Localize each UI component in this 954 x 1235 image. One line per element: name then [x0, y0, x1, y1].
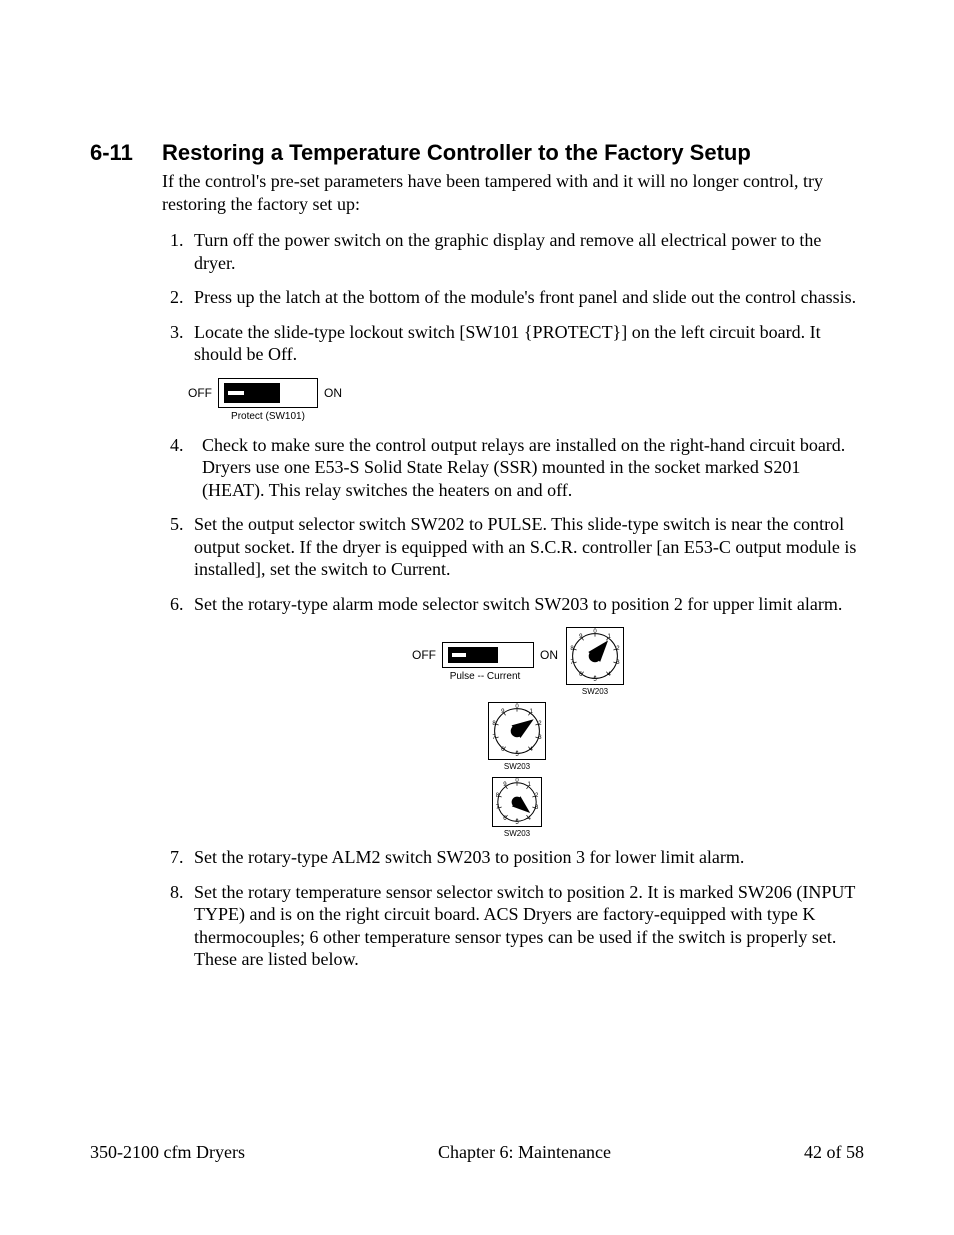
rotary-caption: SW203: [504, 762, 530, 771]
steps-list: Turn off the power switch on the graphic…: [162, 229, 864, 366]
pulse-row: OFF ON Pulse -- Current 0123456789 SW203: [410, 627, 624, 696]
section-heading: 6-11 Restoring a Temperature Controller …: [90, 140, 864, 166]
rotary-caption: SW203: [582, 687, 608, 696]
protect-caption: Protect (SW101): [188, 411, 348, 422]
off-label: OFF: [412, 648, 436, 662]
step-item: Press up the latch at the bottom of the …: [188, 286, 864, 309]
protect-switch-diagram: OFF ON Protect (SW101): [188, 378, 864, 422]
pulse-caption: Pulse -- Current: [410, 671, 560, 682]
slide-switch-row: OFF ON: [412, 642, 558, 668]
step-item: Set the rotary-type alarm mode selector …: [188, 593, 864, 616]
rotary-svg-icon: [493, 778, 541, 826]
page-footer: 350-2100 cfm Dryers Chapter 6: Maintenan…: [90, 1142, 864, 1163]
step-item: Check to make sure the control output re…: [188, 434, 864, 502]
rotary-svg-icon: [567, 628, 623, 684]
rotary-caption: SW203: [504, 829, 530, 838]
footer-left: 350-2100 cfm Dryers: [90, 1142, 245, 1163]
section-number: 6-11: [90, 140, 162, 166]
rotary-svg-icon: [489, 703, 545, 759]
rotary-dial-icon: 0123456789: [488, 702, 546, 760]
step-item: Turn off the power switch on the graphic…: [188, 229, 864, 274]
rotary-dial-group: 0123456789 SW203: [492, 777, 542, 838]
rotary-dial-icon: 0123456789: [492, 777, 542, 827]
on-label: ON: [324, 386, 342, 400]
switch-box-icon: [218, 378, 318, 408]
intro-paragraph: If the control's pre-set parameters have…: [162, 170, 864, 215]
rotary-dial-icon: 0123456789: [566, 627, 624, 685]
rotary-dial-group: 0123456789 SW203: [566, 627, 624, 696]
footer-right: 42 of 58: [804, 1142, 864, 1163]
slide-switch-row: OFF ON: [188, 378, 864, 408]
on-label: ON: [540, 648, 558, 662]
step-item: Locate the slide-type lockout switch [SW…: [188, 321, 864, 366]
section-title: Restoring a Temperature Controller to th…: [162, 140, 751, 166]
pulse-and-rotary-diagram: OFF ON Pulse -- Current 0123456789 SW203…: [170, 627, 864, 838]
footer-center: Chapter 6: Maintenance: [438, 1142, 611, 1163]
steps-list-cont2: Set the rotary-type ALM2 switch SW203 to…: [162, 846, 864, 971]
steps-list-cont: Check to make sure the control output re…: [162, 434, 864, 616]
switch-box-icon: [442, 642, 534, 668]
off-label: OFF: [188, 386, 212, 400]
document-page: 6-11 Restoring a Temperature Controller …: [0, 0, 954, 1235]
switch-notch-icon: [228, 391, 244, 395]
switch-notch-icon: [452, 653, 466, 657]
pulse-switch-group: OFF ON Pulse -- Current: [410, 642, 560, 682]
step-item: Set the rotary-type ALM2 switch SW203 to…: [188, 846, 864, 869]
rotary-dial-group: 0123456789 SW203: [488, 702, 546, 771]
step-item: Set the rotary temperature sensor select…: [188, 881, 864, 971]
step-item: Set the output selector switch SW202 to …: [188, 513, 864, 581]
